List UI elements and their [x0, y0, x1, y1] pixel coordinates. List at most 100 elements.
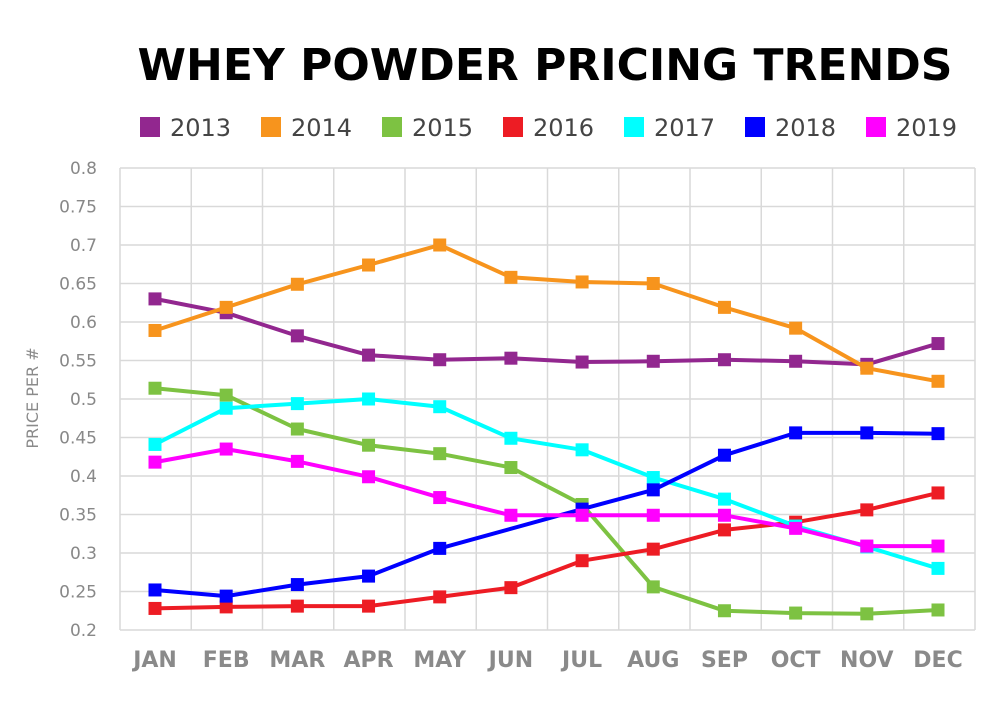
data-point-2019-APR [362, 470, 376, 484]
data-point-2017-JAN [148, 437, 162, 451]
legend-label: 2019 [896, 114, 957, 142]
data-point-2017-AUG [646, 471, 660, 485]
data-point-2013-MAY [433, 353, 447, 367]
data-point-2019-JAN [148, 455, 162, 469]
data-point-2013-APR [362, 348, 376, 362]
data-point-2015-DEC [931, 603, 945, 617]
x-tick-label: FEB [203, 648, 250, 673]
series-line-2019 [153, 447, 940, 549]
x-tick-label: MAY [413, 648, 467, 673]
data-point-2018-MAY [433, 541, 447, 555]
data-point-2017-SEP [717, 492, 731, 506]
x-tick-label: JUL [560, 648, 602, 673]
x-tick-label: JUN [487, 648, 533, 673]
x-tick-label: JAN [131, 648, 177, 673]
data-point-2019-JUL [575, 508, 589, 522]
data-point-2016-JUN [504, 581, 518, 595]
series-line-2017 [153, 397, 940, 571]
data-point-2016-JUL [575, 554, 589, 568]
legend-item-2015: 2015 [382, 114, 473, 142]
data-point-2019-JUN [504, 508, 518, 522]
data-point-2015-JUN [504, 461, 518, 475]
data-point-2014-OCT [789, 321, 803, 335]
data-point-2013-MAR [290, 329, 304, 343]
series-layer [148, 238, 945, 621]
data-point-2015-MAY [433, 447, 447, 461]
data-point-2017-JUL [575, 443, 589, 457]
data-point-2014-JUL [575, 275, 589, 289]
data-point-2019-DEC [931, 539, 945, 553]
legend-label: 2013 [170, 114, 231, 142]
legend-item-2013: 2013 [140, 114, 231, 142]
y-tick-label: 0.65 [59, 275, 97, 295]
series-2019 [148, 442, 945, 553]
data-point-2014-JAN [148, 323, 162, 337]
data-point-2016-MAY [433, 590, 447, 604]
series-line-2013 [153, 296, 940, 367]
data-point-2017-APR [362, 392, 376, 406]
series-2015 [148, 381, 945, 621]
data-point-2013-DEC [931, 337, 945, 351]
data-point-2015-JAN [148, 381, 162, 395]
y-tick-label: 0.25 [59, 583, 97, 603]
data-point-2014-SEP [717, 300, 731, 314]
data-point-2016-AUG [646, 542, 660, 556]
data-point-2016-MAR [290, 599, 304, 613]
data-point-2019-AUG [646, 508, 660, 522]
data-point-2018-OCT [789, 426, 803, 440]
legend-swatch [866, 117, 886, 137]
data-point-2019-SEP [717, 508, 731, 522]
data-point-2017-MAR [290, 397, 304, 411]
legend-label: 2014 [291, 114, 352, 142]
data-point-2019-MAY [433, 491, 447, 505]
legend-item-2017: 2017 [624, 114, 715, 142]
data-point-2019-NOV [860, 539, 874, 553]
y-tick-label: 0.3 [70, 544, 97, 564]
data-point-2018-APR [362, 569, 376, 583]
x-tick-label: OCT [771, 648, 821, 673]
data-point-2016-NOV [860, 503, 874, 517]
data-point-2019-OCT [789, 521, 803, 535]
y-tick-label: 0.5 [70, 390, 97, 410]
data-point-2014-APR [362, 258, 376, 272]
data-point-2018-FEB [219, 589, 233, 603]
data-point-2014-MAR [290, 277, 304, 291]
data-point-2017-DEC [931, 561, 945, 575]
data-point-2015-OCT [789, 606, 803, 620]
data-point-2016-SEP [717, 523, 731, 537]
x-tick-label: SEP [701, 648, 748, 673]
legend-label: 2018 [775, 114, 836, 142]
data-point-2017-JUN [504, 431, 518, 445]
legend-label: 2015 [412, 114, 473, 142]
x-axis-ticks: JAN FEB MAR APR MAY JUN JUL AUG SEP OCT NOV DEC [131, 648, 963, 673]
y-axis-label: PRICE PER # [23, 347, 42, 448]
series-2013 [148, 292, 945, 371]
y-tick-label: 0.55 [59, 352, 97, 372]
data-point-2014-MAY [433, 238, 447, 252]
data-point-2018-AUG [646, 483, 660, 497]
y-tick-label: 0.45 [59, 429, 97, 449]
x-tick-label: NOV [840, 648, 894, 673]
data-point-2019-FEB [219, 442, 233, 456]
legend-swatch [140, 117, 160, 137]
x-tick-label: AUG [627, 648, 679, 673]
data-point-2013-JUL [575, 355, 589, 369]
series-2016 [148, 486, 945, 615]
legend-swatch [382, 117, 402, 137]
data-point-2013-JUN [504, 351, 518, 365]
data-point-2013-AUG [646, 354, 660, 368]
y-tick-label: 0.2 [70, 621, 97, 641]
series-line-2016 [153, 490, 940, 611]
x-tick-label: APR [343, 648, 393, 673]
y-tick-label: 0.6 [70, 313, 97, 333]
data-point-2013-OCT [789, 354, 803, 368]
y-tick-label: 0.4 [70, 467, 97, 487]
x-tick-label: DEC [913, 648, 962, 673]
legend-item-2016: 2016 [503, 114, 594, 142]
data-point-2019-MAR [290, 454, 304, 468]
x-tick-label: MAR [269, 648, 325, 673]
data-point-2016-JAN [148, 601, 162, 615]
series-2017 [148, 392, 945, 575]
data-point-2013-JAN [148, 292, 162, 306]
legend-swatch [624, 117, 644, 137]
